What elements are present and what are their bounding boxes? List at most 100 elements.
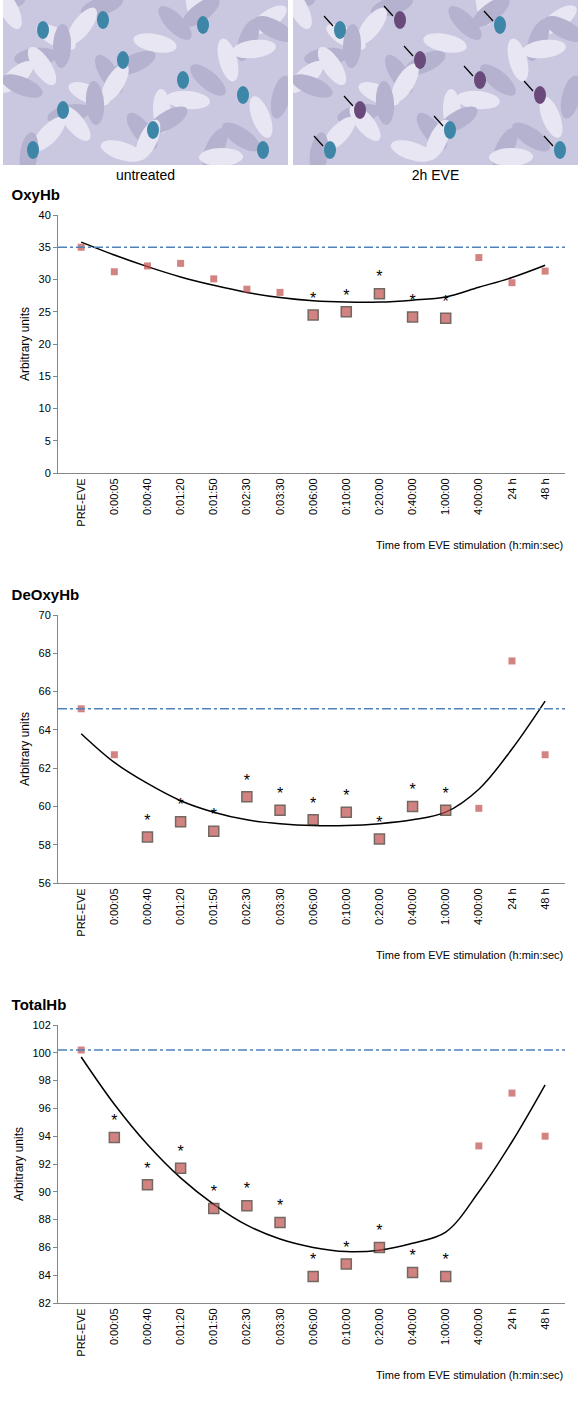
svg-text:15: 15 (39, 370, 51, 382)
svg-text:24 h: 24 h (506, 478, 518, 499)
svg-text:48 h: 48 h (539, 888, 551, 909)
svg-text:*: * (111, 1112, 117, 1129)
svg-text:100: 100 (32, 1047, 50, 1059)
svg-text:PRE-EVE: PRE-EVE (75, 888, 87, 936)
svg-text:70: 70 (39, 609, 51, 621)
svg-text:1:00:00: 1:00:00 (439, 1308, 451, 1345)
svg-text:5: 5 (45, 435, 51, 447)
svg-text:0:10:00: 0:10:00 (340, 888, 352, 925)
svg-text:*: * (409, 781, 415, 798)
svg-text:0:10:00: 0:10:00 (340, 1308, 352, 1345)
svg-text:30: 30 (39, 273, 51, 285)
svg-text:0:00:05: 0:00:05 (108, 1308, 120, 1345)
svg-text:*: * (244, 1180, 250, 1197)
svg-text:10: 10 (39, 402, 51, 414)
svg-text:*: * (343, 1239, 349, 1256)
svg-text:0:03:30: 0:03:30 (274, 478, 286, 515)
svg-text:Time from EVE stimulation (h:m: Time from EVE stimulation (h:min:sec) (376, 1369, 563, 1381)
svg-text:*: * (343, 287, 349, 304)
svg-text:0:00:05: 0:00:05 (108, 478, 120, 515)
svg-text:0: 0 (45, 467, 51, 479)
svg-text:*: * (244, 772, 250, 789)
svg-text:PRE-EVE: PRE-EVE (75, 478, 87, 526)
svg-text:0:20:00: 0:20:00 (373, 888, 385, 925)
svg-text:*: * (177, 1143, 183, 1160)
svg-text:0:00:40: 0:00:40 (141, 888, 153, 925)
svg-text:0:00:40: 0:00:40 (141, 478, 153, 515)
svg-text:*: * (144, 812, 150, 829)
svg-text:*: * (376, 1222, 382, 1239)
svg-text:*: * (277, 1197, 283, 1214)
svg-text:25: 25 (39, 306, 51, 318)
svg-text:*: * (443, 1251, 449, 1268)
svg-text:0:02:30: 0:02:30 (240, 1308, 252, 1345)
svg-text:*: * (376, 268, 382, 285)
svg-text:*: * (443, 293, 449, 310)
svg-text:58: 58 (39, 839, 51, 851)
svg-text:86: 86 (39, 1241, 51, 1253)
svg-text:94: 94 (39, 1130, 51, 1142)
svg-text:0:01:20: 0:01:20 (174, 478, 186, 515)
svg-text:0:01:50: 0:01:50 (207, 888, 219, 925)
svg-text:*: * (277, 785, 283, 802)
svg-text:*: * (376, 814, 382, 831)
svg-text:*: * (343, 787, 349, 804)
svg-text:0:10:00: 0:10:00 (340, 478, 352, 515)
svg-text:0:01:20: 0:01:20 (174, 1308, 186, 1345)
svg-text:*: * (443, 785, 449, 802)
svg-text:96: 96 (39, 1102, 51, 1114)
svg-text:0:01:20: 0:01:20 (174, 888, 186, 925)
svg-text:*: * (144, 1160, 150, 1177)
svg-text:82: 82 (39, 1297, 51, 1309)
svg-text:*: * (310, 1251, 316, 1268)
svg-text:24 h: 24 h (506, 1308, 518, 1329)
svg-text:48 h: 48 h (539, 478, 551, 499)
svg-text:*: * (310, 290, 316, 307)
svg-text:0:20:00: 0:20:00 (373, 478, 385, 515)
svg-text:62: 62 (39, 762, 51, 774)
svg-text:64: 64 (39, 724, 51, 736)
svg-text:*: * (409, 292, 415, 309)
svg-text:102: 102 (32, 1019, 50, 1031)
svg-text:0:00:40: 0:00:40 (141, 1308, 153, 1345)
svg-text:*: * (211, 806, 217, 823)
svg-text:0:20:00: 0:20:00 (373, 1308, 385, 1345)
svg-text:DeOxyHb: DeOxyHb (12, 586, 80, 603)
svg-text:PRE-EVE: PRE-EVE (75, 1308, 87, 1356)
svg-text:0:40:00: 0:40:00 (406, 478, 418, 515)
svg-text:20: 20 (39, 338, 51, 350)
svg-text:40: 40 (39, 209, 51, 221)
svg-text:4:00:00: 4:00:00 (472, 888, 484, 925)
svg-text:0:03:30: 0:03:30 (274, 1308, 286, 1345)
svg-text:60: 60 (39, 800, 51, 812)
svg-text:Arbitrary units: Arbitrary units (12, 1127, 26, 1201)
svg-text:66: 66 (39, 685, 51, 697)
svg-text:1:00:00: 1:00:00 (439, 478, 451, 515)
svg-text:56: 56 (39, 877, 51, 889)
svg-text:*: * (409, 1247, 415, 1264)
svg-text:0:06:00: 0:06:00 (307, 888, 319, 925)
svg-text:90: 90 (39, 1186, 51, 1198)
svg-text:84: 84 (39, 1269, 51, 1281)
svg-text:Time from EVE stimulation (h:m: Time from EVE stimulation (h:min:sec) (376, 539, 563, 551)
svg-text:92: 92 (39, 1158, 51, 1170)
svg-text:*: * (211, 1183, 217, 1200)
svg-text:0:01:50: 0:01:50 (207, 478, 219, 515)
svg-text:*: * (310, 795, 316, 812)
svg-text:TotalHb: TotalHb (12, 996, 67, 1013)
svg-text:OxyHb: OxyHb (12, 186, 60, 203)
svg-text:0:02:30: 0:02:30 (240, 888, 252, 925)
svg-text:0:06:00: 0:06:00 (307, 1308, 319, 1345)
svg-text:Time from EVE stimulation (h:m: Time from EVE stimulation (h:min:sec) (376, 949, 563, 961)
svg-text:0:03:30: 0:03:30 (274, 888, 286, 925)
svg-text:68: 68 (39, 647, 51, 659)
svg-text:0:40:00: 0:40:00 (406, 888, 418, 925)
svg-text:35: 35 (39, 241, 51, 253)
svg-text:24 h: 24 h (506, 888, 518, 909)
svg-text:88: 88 (39, 1213, 51, 1225)
svg-text:0:40:00: 0:40:00 (406, 1308, 418, 1345)
svg-text:*: * (177, 796, 183, 813)
svg-text:0:06:00: 0:06:00 (307, 478, 319, 515)
svg-text:Arbitrary units: Arbitrary units (18, 712, 32, 786)
svg-text:4:00:00: 4:00:00 (472, 1308, 484, 1345)
